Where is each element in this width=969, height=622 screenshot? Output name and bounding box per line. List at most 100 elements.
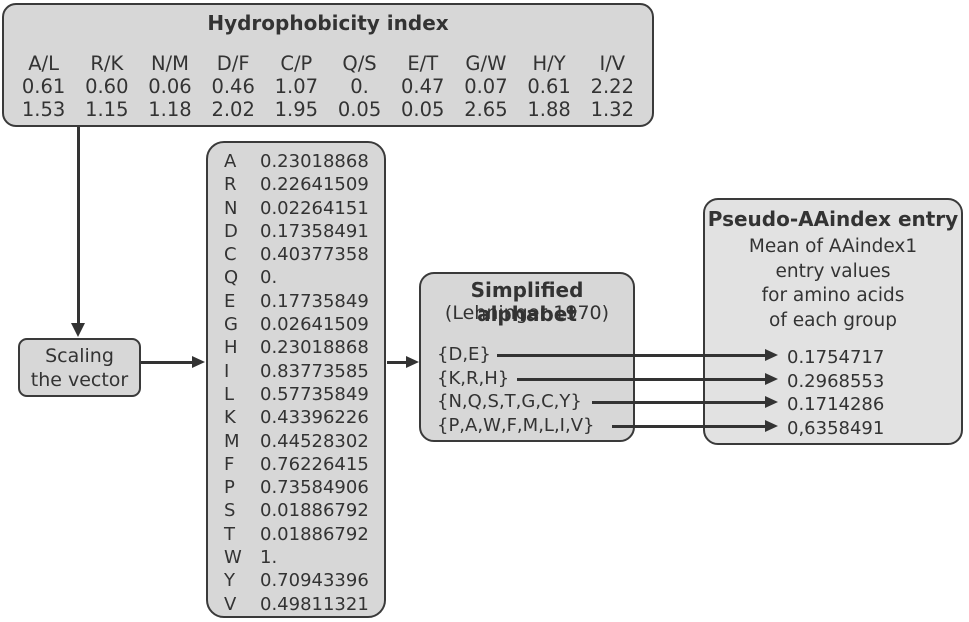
hydro-col-value2: 1.32 [590, 98, 634, 121]
hydro-col-value2: 2.65 [464, 98, 508, 121]
aa-value: 0.40377358 [260, 244, 369, 266]
hydro-col-value1: 0.60 [85, 75, 129, 98]
aa-value: 0.23018868 [260, 337, 369, 359]
aa-letter: G [224, 314, 238, 336]
hydro-col-value1: 0.46 [211, 75, 255, 98]
aa-row: L 0.57735849 [208, 383, 384, 406]
aa-row: N 0.02264151 [208, 197, 384, 220]
group-de-arrow-icon [497, 349, 778, 361]
group-mean-value: 0.1714286 [787, 394, 885, 415]
aa-row: D 0.17358491 [208, 220, 384, 243]
group-krh-arrow-icon [517, 372, 778, 385]
simplified-alphabet-groups: {D,E} {K,R,H} {N,Q,S,T,G,C,Y} {P,A,W,F,M… [437, 343, 594, 437]
aa-letter: T [224, 523, 235, 545]
simplified-alphabet-box: Simplified alphabet (Lehninger 1970) {D,… [419, 272, 635, 442]
aa-letter: C [224, 244, 237, 266]
scaling-label-line2: the vector [30, 369, 129, 391]
aa-row: F 0.76226415 [208, 453, 384, 476]
hydro-col-value2: 1.88 [527, 98, 571, 121]
hydro-col-header: R/K [90, 52, 124, 75]
aa-value: 0.02641509 [260, 314, 369, 336]
aa-letter: R [224, 174, 237, 196]
aa-value: 0.57735849 [260, 383, 369, 405]
hydro-col-value2: 0.05 [401, 98, 445, 121]
down-arrow-icon [71, 323, 85, 337]
hydro-col-value2: 1.95 [274, 98, 319, 121]
scaling-label-line1: Scaling [45, 345, 114, 367]
hydro-col-header: I/V [599, 52, 626, 75]
group-mean-value: 0.2968553 [787, 370, 885, 392]
aa-letter: D [224, 220, 238, 242]
pseudo-aaindex-title: Pseudo-AAindex entry [707, 207, 959, 231]
vector-to-alphabet-arrow-icon [406, 356, 419, 368]
aa-letter: M [224, 430, 240, 452]
aa-row: T 0.01886792 [208, 523, 384, 546]
aa-value: 1. [260, 547, 278, 569]
simplified-alphabet-title: Simplified alphabet [470, 278, 584, 326]
hydro-col-header: N/M [150, 52, 189, 75]
hydro-column: I/V 2.22 1.32 [581, 52, 644, 121]
aa-value: 0.17358491 [260, 220, 369, 242]
simplified-alphabet-subtitle: (Lehninger 1970) [444, 302, 610, 324]
aa-letter: V [224, 593, 237, 615]
hydro-col-value1: 0.06 [148, 75, 192, 98]
aa-letter: F [224, 453, 235, 475]
aa-value: 0.83773585 [260, 360, 369, 382]
aa-row: W 1. [208, 546, 384, 569]
aa-row: Q 0. [208, 266, 384, 289]
hydro-column: H/Y 0.61 1.88 [518, 52, 581, 121]
hydro-column: N/M 0.06 1.18 [138, 52, 201, 121]
aa-row: P 0.73584906 [208, 476, 384, 499]
hydro-col-value2: 1.53 [21, 98, 66, 121]
aa-value: 0.76226415 [260, 453, 369, 475]
scaling-to-vector-arrow-icon [192, 356, 205, 368]
aa-row: R 0.22641509 [208, 173, 384, 196]
hydro-col-header: E/T [407, 52, 439, 75]
scaling-to-vector-arrow-line [141, 361, 193, 364]
hydro-col-value1: 0.61 [21, 75, 66, 98]
hydro-col-value1: 0. [350, 75, 369, 98]
hydro-col-header: Q/S [342, 52, 377, 75]
aa-value: 0.17735849 [260, 290, 369, 312]
hydro-col-header: G/W [465, 52, 507, 75]
hydro-col-value1: 0.61 [527, 75, 571, 98]
hydrophobicity-title: Hydrophobicity index [207, 11, 449, 35]
group-label: {P,A,W,F,M,L,I,V} [437, 414, 595, 436]
aa-value: 0.43396226 [260, 407, 369, 429]
hydro-col-value1: 0.07 [464, 75, 508, 98]
group-label: {D,E} [437, 344, 491, 365]
hydro-col-value1: 0.47 [401, 75, 445, 98]
hydro-col-value1: 1.07 [274, 75, 319, 98]
aa-value: 0.73584906 [260, 477, 369, 499]
aa-letter: I [224, 360, 230, 382]
pseudo-aaindex-description: Mean of AAindex1 entry values for amino … [705, 235, 961, 333]
aa-letter: H [224, 337, 238, 359]
aa-row: C 0.40377358 [208, 243, 384, 266]
hydro-col-value2: 1.15 [85, 98, 129, 121]
description-line: Mean of AAindex1 [748, 236, 918, 257]
group-mean-value: 0.1754717 [787, 347, 885, 368]
aa-row: V 0.49811321 [208, 593, 384, 616]
scaling-the-vector-box: Scaling the vector [18, 338, 141, 397]
group-label: {K,R,H} [437, 367, 510, 389]
aa-row: I 0.83773585 [208, 360, 384, 383]
hydro-column: E/T 0.47 0.05 [391, 52, 454, 121]
hydrophobicity-index-box: Hydrophobicity index A/L 0.61 1.53 R/K 0… [2, 3, 654, 127]
hydro-column: A/L 0.61 1.53 [12, 52, 75, 121]
aa-value: 0.44528302 [260, 430, 369, 452]
aa-row: A 0.23018868 [208, 150, 384, 173]
aa-row: Y 0.70943396 [208, 569, 384, 592]
hydro-col-value1: 2.22 [590, 75, 634, 98]
aa-letter: P [224, 477, 235, 499]
aa-value: 0.22641509 [260, 174, 369, 196]
hydro-col-header: H/Y [532, 52, 566, 75]
aa-value: 0.23018868 [260, 151, 369, 172]
hydro-column: Q/S 0. 0.05 [328, 52, 391, 121]
aa-value: 0. [260, 267, 278, 289]
aa-row: K 0.43396226 [208, 406, 384, 429]
aa-row: E 0.17735849 [208, 290, 384, 313]
aa-letter: S [224, 500, 236, 522]
hydro-column: R/K 0.60 1.15 [75, 52, 138, 121]
aa-value: 0.01886792 [260, 523, 369, 545]
aa-letter: E [224, 290, 236, 312]
